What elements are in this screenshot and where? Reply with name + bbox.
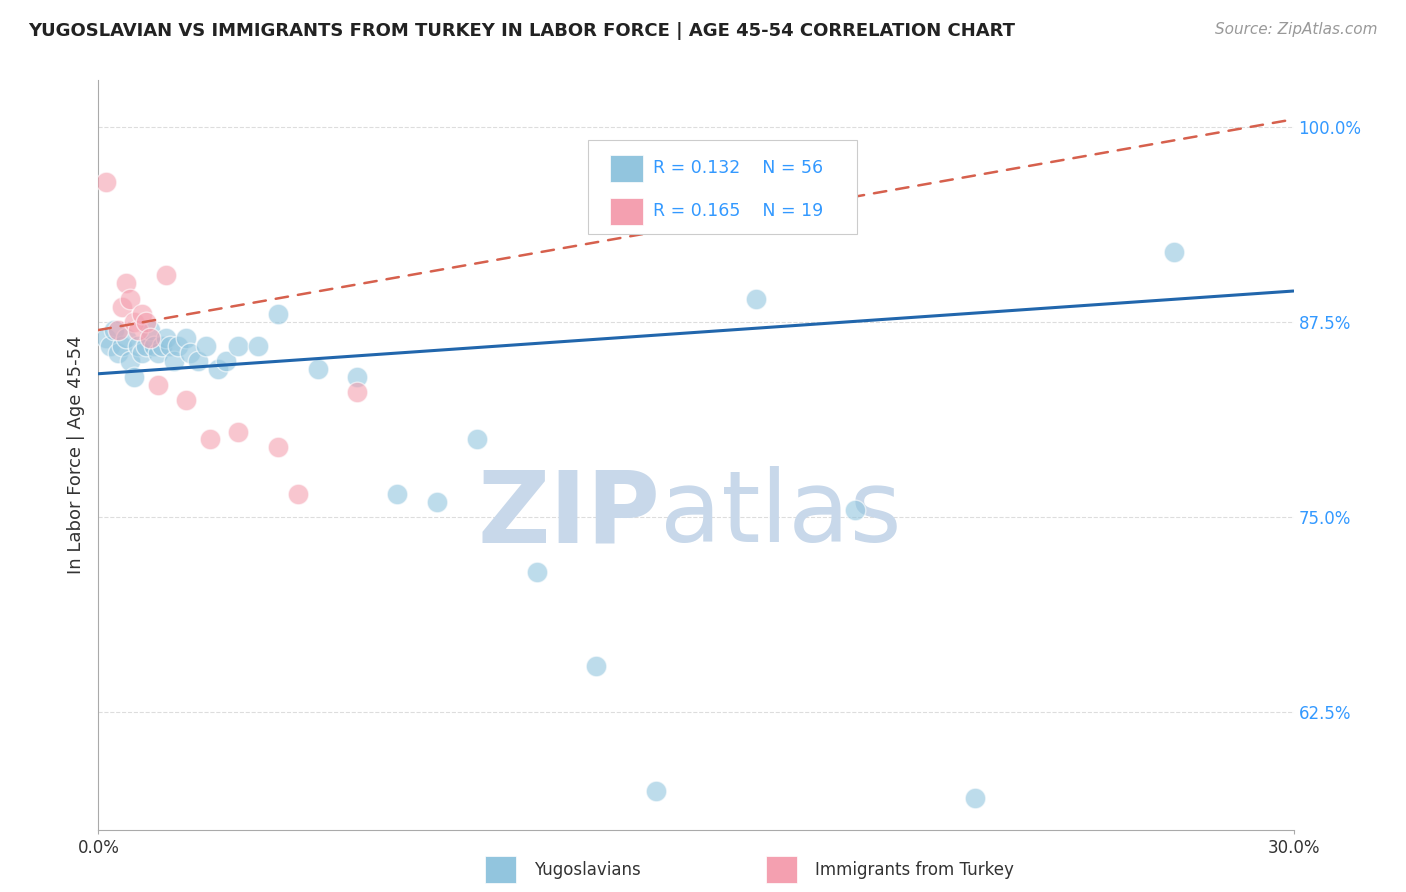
Text: ZIP: ZIP <box>477 467 661 564</box>
Point <box>346 370 368 384</box>
Point <box>115 331 138 345</box>
Point <box>127 323 149 337</box>
Point <box>585 658 607 673</box>
Text: YUGOSLAVIAN VS IMMIGRANTS FROM TURKEY IN LABOR FORCE | AGE 45-54 CORRELATION CHA: YUGOSLAVIAN VS IMMIGRANTS FROM TURKEY IN… <box>28 22 1015 40</box>
Text: R = 0.165    N = 19: R = 0.165 N = 19 <box>652 202 823 220</box>
Point <box>155 268 177 283</box>
Point <box>226 339 249 353</box>
Point <box>96 175 118 189</box>
Point <box>107 346 129 360</box>
Point <box>148 377 170 392</box>
Point <box>174 331 197 345</box>
Point <box>167 339 190 353</box>
Point <box>963 791 986 805</box>
Point <box>163 354 186 368</box>
Point <box>198 432 221 446</box>
Point <box>139 323 162 337</box>
Point <box>426 494 449 508</box>
Point <box>98 339 122 353</box>
Point <box>103 323 125 337</box>
Point <box>111 300 134 314</box>
Point <box>385 487 409 501</box>
Point <box>124 315 146 329</box>
Point <box>645 783 668 797</box>
Point <box>115 277 138 291</box>
FancyBboxPatch shape <box>610 198 644 225</box>
Point <box>174 393 197 408</box>
Point <box>1163 244 1185 259</box>
Text: Immigrants from Turkey: Immigrants from Turkey <box>815 861 1014 879</box>
FancyBboxPatch shape <box>589 140 858 234</box>
Point <box>127 339 149 353</box>
Point <box>267 307 290 322</box>
Point <box>131 307 153 322</box>
Point <box>135 339 157 353</box>
Y-axis label: In Labor Force | Age 45-54: In Labor Force | Age 45-54 <box>66 335 84 574</box>
Point <box>187 354 209 368</box>
Point <box>195 339 218 353</box>
FancyBboxPatch shape <box>610 154 644 182</box>
Point <box>745 292 768 306</box>
Point <box>107 323 129 337</box>
Point <box>148 346 170 360</box>
Point <box>143 339 166 353</box>
Point <box>246 339 269 353</box>
Point <box>307 362 329 376</box>
Point <box>96 331 118 345</box>
Point <box>465 432 488 446</box>
Text: atlas: atlas <box>661 467 901 564</box>
Point <box>226 425 249 439</box>
Point <box>120 354 142 368</box>
Point <box>215 354 238 368</box>
Text: Yugoslavians: Yugoslavians <box>534 861 641 879</box>
Point <box>150 339 173 353</box>
Point <box>139 331 162 345</box>
Point <box>131 346 153 360</box>
Point <box>844 502 866 516</box>
Point <box>159 339 181 353</box>
Point <box>120 292 142 306</box>
Point <box>179 346 201 360</box>
Text: Source: ZipAtlas.com: Source: ZipAtlas.com <box>1215 22 1378 37</box>
Point <box>155 331 177 345</box>
Point <box>526 565 548 579</box>
Point <box>135 315 157 329</box>
Point <box>124 370 146 384</box>
Text: R = 0.132    N = 56: R = 0.132 N = 56 <box>652 159 823 178</box>
Point <box>267 440 290 454</box>
Point <box>111 339 134 353</box>
Point <box>207 362 229 376</box>
Point <box>346 385 368 400</box>
Point <box>287 487 309 501</box>
